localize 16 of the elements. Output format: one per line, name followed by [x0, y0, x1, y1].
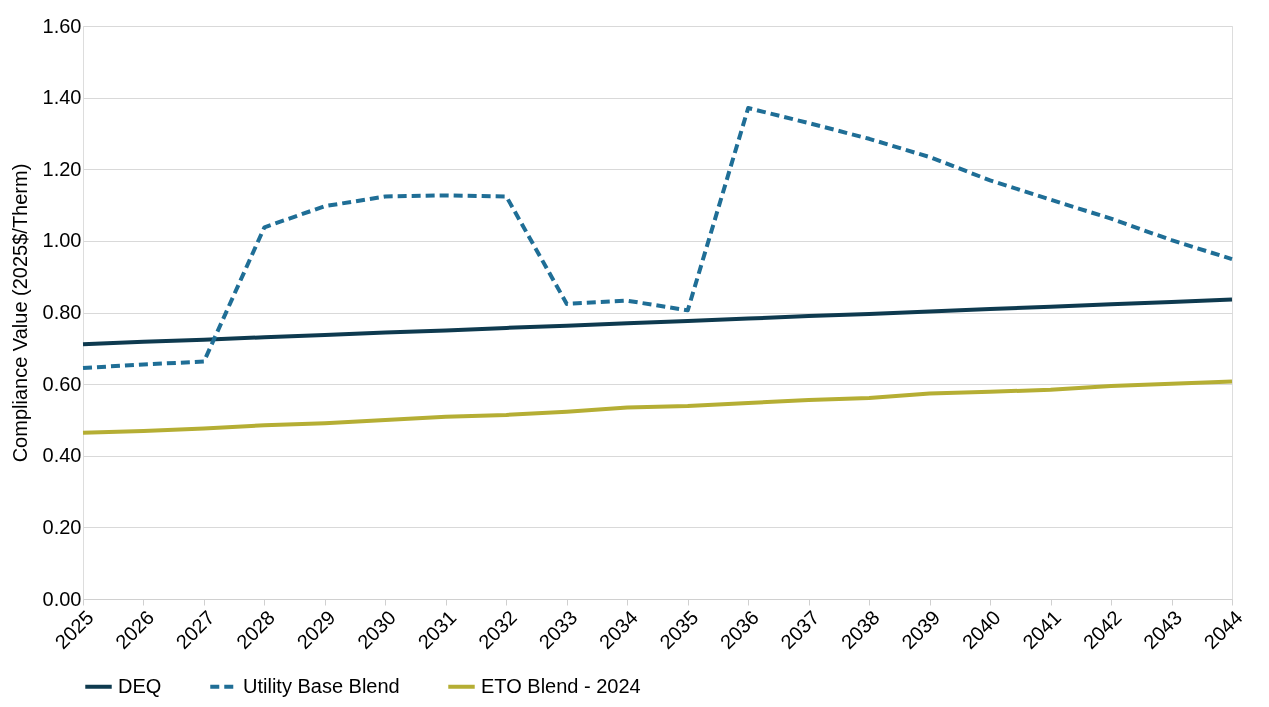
line-series — [81, 106, 1234, 371]
line-series — [81, 379, 1234, 435]
y-tick-label: 1.20 — [42, 157, 82, 180]
legend-label: DEQ — [118, 674, 162, 697]
y-tick-label: 0.80 — [42, 301, 82, 323]
y-axis-title: Compliance Value (2025$/Therm) — [8, 163, 31, 463]
y-tick-label: 1.60 — [42, 14, 82, 37]
y-tick-label: 1.00 — [42, 229, 82, 252]
line-series — [81, 297, 1234, 347]
y-tick-label: 0.60 — [42, 372, 82, 395]
legend-label: Utility Base Blend — [243, 674, 400, 697]
y-tick-label: 0.40 — [42, 444, 82, 467]
legend-label: ETO Blend - 2024 — [481, 674, 641, 697]
y-tick-label: 1.40 — [42, 86, 82, 109]
y-tick-label: 0.20 — [42, 515, 82, 538]
y-tick-label: 0.00 — [42, 587, 82, 610]
